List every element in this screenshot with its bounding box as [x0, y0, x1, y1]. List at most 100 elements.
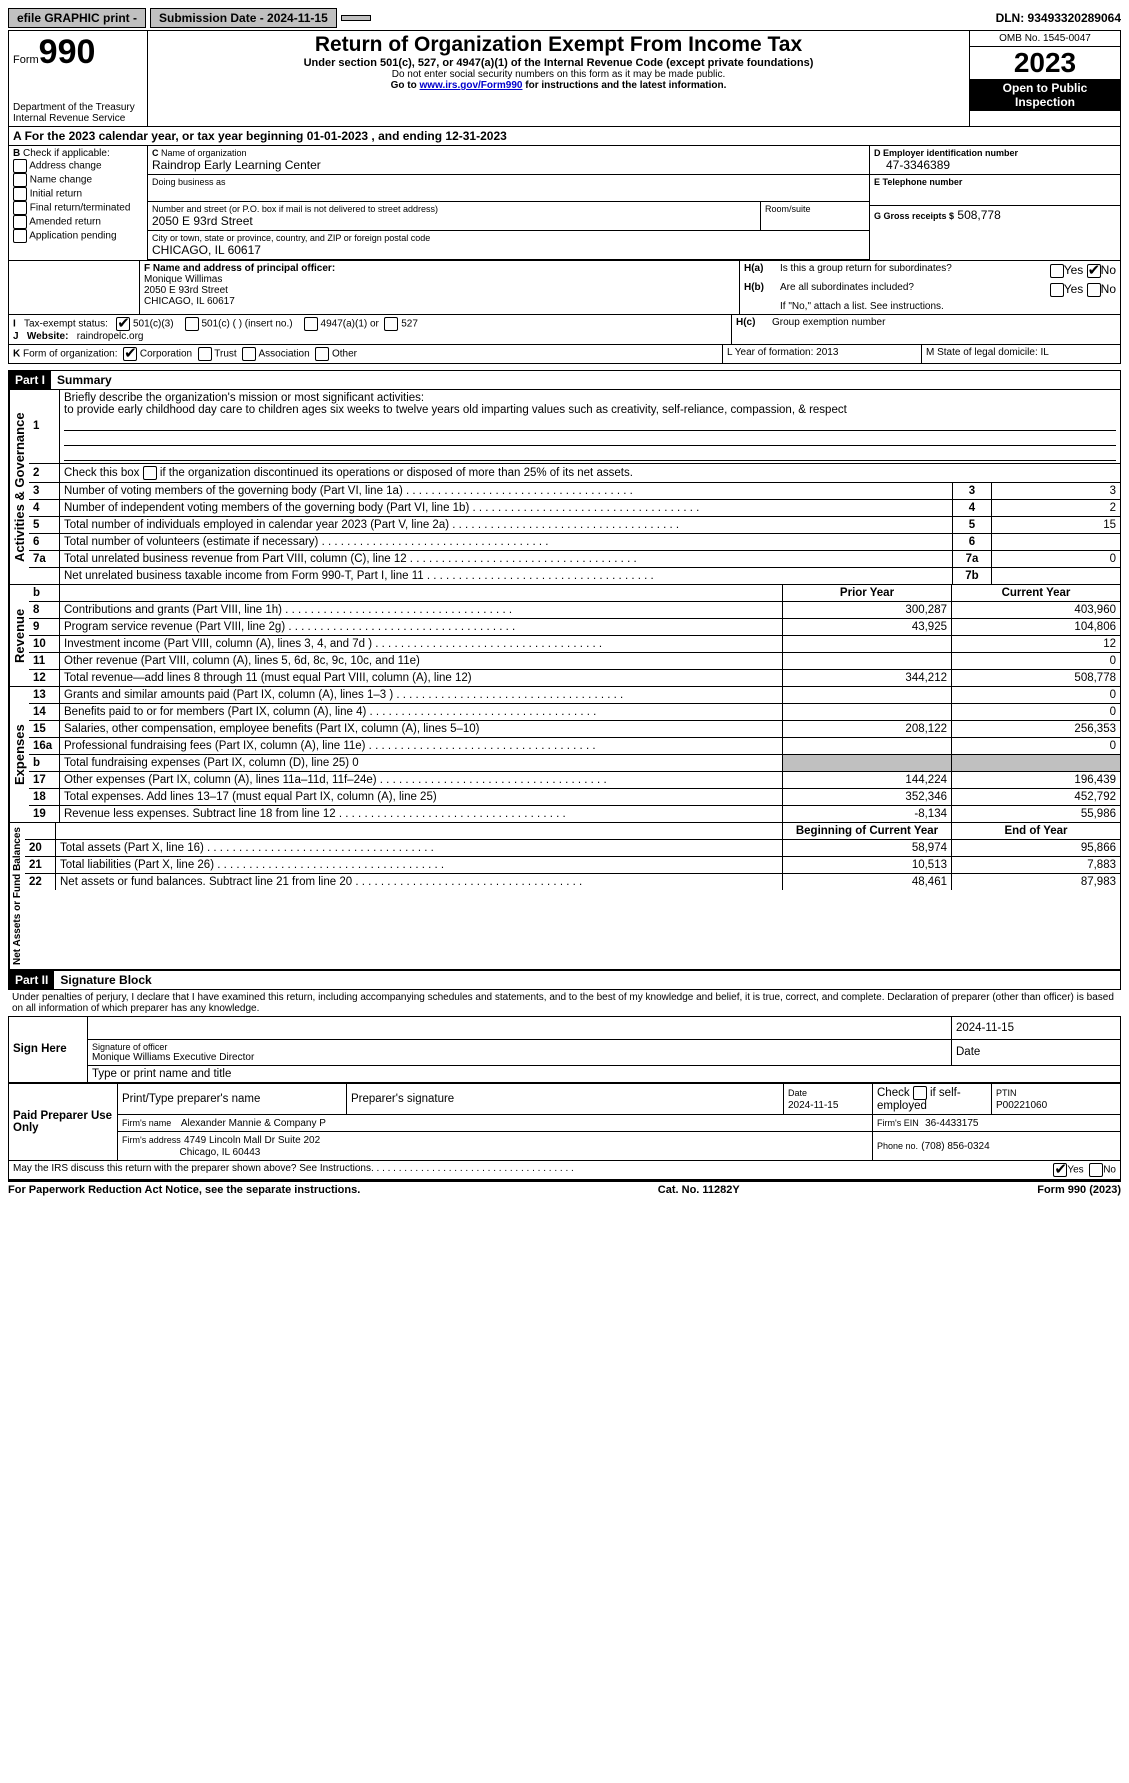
discuss-row: May the IRS discuss this return with the… — [8, 1161, 1121, 1180]
c14: 0 — [952, 703, 1121, 720]
checkbox-assoc[interactable] — [242, 347, 256, 361]
room-label: Room/suite — [765, 204, 865, 214]
part-ii-label: Part II — [9, 971, 54, 989]
street-value: 2050 E 93rd Street — [152, 214, 756, 228]
checkbox-discontinued[interactable] — [143, 466, 157, 480]
discuss-yes: Yes — [1067, 1164, 1083, 1175]
checkbox-final-return[interactable] — [13, 201, 27, 215]
ssn-note: Do not enter social security numbers on … — [152, 69, 965, 80]
omb-number: OMB No. 1545-0047 — [970, 31, 1120, 47]
top-bar: efile GRAPHIC print - Submission Date - … — [8, 8, 1121, 28]
opt-other: Other — [332, 348, 357, 359]
l3-text: Number of voting members of the governin… — [64, 485, 633, 497]
b-item-4: Amended return — [29, 217, 101, 228]
footer-mid: Cat. No. 11282Y — [658, 1184, 740, 1196]
p17: 144,224 — [783, 771, 952, 788]
checkbox-hb-no[interactable] — [1087, 283, 1101, 297]
street-label: Number and street (or P.O. box if mail i… — [152, 204, 756, 214]
checkbox-501c3[interactable] — [116, 317, 130, 331]
dba-label: Doing business as — [152, 177, 865, 187]
c11: 0 — [952, 652, 1121, 669]
blank-button[interactable] — [341, 15, 371, 21]
ha-prefix: H(a) — [744, 263, 780, 278]
k-l-m-row: K Form of organization: Corporation Trus… — [8, 345, 1121, 364]
p10 — [783, 635, 952, 652]
footer: For Paperwork Reduction Act Notice, see … — [8, 1180, 1121, 1196]
irs-label: Internal Revenue Service — [13, 113, 143, 124]
penalties-text: Under penalties of perjury, I declare th… — [8, 990, 1121, 1016]
hb-no: No — [1101, 282, 1116, 296]
part-i-title: Summary — [51, 371, 118, 389]
opt-501c3: 501(c)(3) — [133, 318, 174, 329]
b-item-1: Name change — [30, 175, 92, 186]
checkbox-trust[interactable] — [198, 347, 212, 361]
l-label: L Year of formation: 2013 — [722, 345, 921, 363]
f-h-row: F Name and address of principal officer:… — [8, 261, 1121, 315]
checkbox-initial-return[interactable] — [13, 187, 27, 201]
checkbox-4947[interactable] — [304, 317, 318, 331]
opt-corp: Corporation — [140, 348, 192, 359]
line-a-label: A — [13, 129, 21, 143]
city-value: CHICAGO, IL 60617 — [152, 243, 865, 257]
checkbox-application-pending[interactable] — [13, 229, 27, 243]
boy-header: Beginning of Current Year — [796, 825, 938, 837]
c13: 0 — [952, 687, 1121, 704]
sign-here-table: Sign Here 2024-11-15 Signature of office… — [8, 1016, 1121, 1083]
checkbox-hb-yes[interactable] — [1050, 283, 1064, 297]
checkbox-527[interactable] — [384, 317, 398, 331]
date2-value: 2024-11-15 — [788, 1100, 838, 1111]
irs-link[interactable]: www.irs.gov/Form990 — [419, 80, 522, 91]
checkbox-name-change[interactable] — [13, 173, 27, 187]
vlabel-expenses: Expenses — [9, 687, 29, 822]
checkbox-discuss-no[interactable] — [1089, 1163, 1103, 1177]
officer-street: 2050 E 93rd Street — [144, 285, 735, 296]
submission-date-button[interactable]: Submission Date - 2024-11-15 — [150, 8, 337, 28]
checkbox-other[interactable] — [315, 347, 329, 361]
checkbox-ha-no[interactable] — [1087, 264, 1101, 278]
b22: 48,461 — [783, 873, 952, 890]
l9-text: Program service revenue (Part VIII, line… — [64, 621, 515, 633]
discuss-text: May the IRS discuss this return with the… — [13, 1163, 574, 1174]
phone-value — [874, 187, 1116, 203]
opt-assoc: Association — [259, 348, 310, 359]
checkbox-address-change[interactable] — [13, 159, 27, 173]
ha-yes: Yes — [1064, 263, 1084, 277]
l1-text: to provide early childhood day care to c… — [64, 404, 847, 416]
checkbox-501c[interactable] — [185, 317, 199, 331]
line-a-text: For the 2023 calendar year, or tax year … — [25, 129, 507, 143]
b20: 58,974 — [783, 839, 952, 856]
efile-button[interactable]: efile GRAPHIC print - — [8, 8, 146, 28]
c17: 196,439 — [952, 771, 1121, 788]
p16a — [783, 737, 952, 754]
current-year-header: Current Year — [1002, 587, 1071, 599]
l18-text: Total expenses. Add lines 13–17 (must eq… — [64, 791, 437, 803]
section-expenses: Expenses 13Grants and similar amounts pa… — [8, 687, 1121, 823]
l4-text: Number of independent voting members of … — [64, 502, 699, 514]
checkbox-self-employed[interactable] — [913, 1086, 927, 1100]
checkbox-amended-return[interactable] — [13, 215, 27, 229]
website-value: raindropelc.org — [77, 331, 144, 342]
officer-name: Monique Willimas — [144, 274, 735, 285]
l21-text: Total liabilities (Part X, line 26) — [60, 859, 444, 871]
hb-prefix: H(b) — [744, 282, 780, 297]
c-name-label: Name of organization — [161, 148, 247, 158]
ein-value: 47-3346389 — [874, 158, 1116, 172]
f-label: F Name and address of principal officer: — [144, 263, 335, 274]
v5: 15 — [992, 516, 1121, 533]
l2-text: if the organization discontinued its ope… — [160, 467, 633, 479]
checkbox-ha-yes[interactable] — [1050, 264, 1064, 278]
d-label: D Employer identification number — [874, 148, 1116, 158]
org-name: Raindrop Early Learning Center — [152, 158, 865, 172]
e-label: E Telephone number — [874, 177, 1116, 187]
checkbox-discuss-yes[interactable] — [1053, 1163, 1067, 1177]
l17-text: Other expenses (Part IX, column (A), lin… — [64, 774, 607, 786]
type-label: Type or print name and title — [88, 1065, 1121, 1082]
firm-addr1: 4749 Lincoln Mall Dr Suite 202 — [184, 1135, 320, 1146]
date-label: Date — [952, 1039, 1121, 1065]
v7a: 0 — [992, 550, 1121, 567]
part-ii-title: Signature Block — [54, 971, 157, 989]
officer-city: CHICAGO, IL 60617 — [144, 296, 735, 307]
b21: 10,513 — [783, 856, 952, 873]
info-block: B Check if applicable: Address change Na… — [8, 146, 1121, 261]
checkbox-corp[interactable] — [123, 347, 137, 361]
